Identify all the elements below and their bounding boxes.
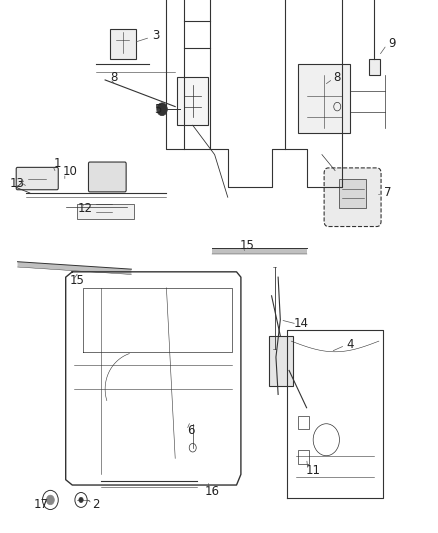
FancyBboxPatch shape	[110, 29, 136, 59]
Text: 8: 8	[334, 71, 341, 84]
Text: 13: 13	[10, 177, 25, 190]
Text: 5: 5	[154, 103, 161, 116]
Text: 6: 6	[187, 424, 194, 437]
FancyBboxPatch shape	[177, 77, 208, 125]
Circle shape	[157, 103, 167, 116]
Text: 14: 14	[294, 317, 309, 330]
Polygon shape	[18, 262, 131, 274]
Text: 15: 15	[240, 239, 255, 252]
FancyBboxPatch shape	[369, 59, 380, 75]
Text: 11: 11	[306, 464, 321, 477]
Text: 15: 15	[69, 274, 84, 287]
Text: 12: 12	[78, 203, 93, 215]
FancyBboxPatch shape	[77, 204, 134, 219]
FancyBboxPatch shape	[88, 162, 126, 192]
Text: 10: 10	[63, 165, 78, 178]
FancyBboxPatch shape	[16, 167, 58, 190]
Circle shape	[46, 495, 54, 505]
Text: 2: 2	[92, 498, 100, 511]
Circle shape	[79, 497, 83, 503]
Text: 8: 8	[110, 71, 117, 84]
Text: 16: 16	[205, 485, 220, 498]
Text: 4: 4	[346, 338, 354, 351]
Text: 3: 3	[152, 29, 159, 42]
Text: 9: 9	[388, 37, 396, 50]
FancyBboxPatch shape	[269, 336, 293, 386]
FancyBboxPatch shape	[324, 168, 381, 227]
Text: 7: 7	[384, 187, 392, 199]
FancyBboxPatch shape	[339, 179, 366, 208]
Text: 1: 1	[53, 157, 61, 170]
FancyBboxPatch shape	[298, 64, 350, 133]
Text: 17: 17	[34, 498, 49, 511]
Polygon shape	[212, 248, 307, 254]
